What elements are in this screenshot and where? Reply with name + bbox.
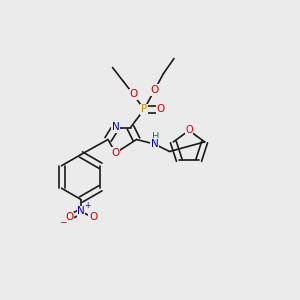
Text: N: N [151,139,158,149]
Text: O: O [65,212,73,223]
Text: O: O [150,85,159,95]
Text: O: O [156,104,165,115]
Text: H: H [152,131,160,142]
Text: O: O [111,148,120,158]
Text: +: + [84,201,90,210]
Text: N: N [77,206,85,217]
Text: O: O [89,212,97,223]
Text: O: O [185,125,193,136]
Text: O: O [129,89,138,100]
Text: P: P [141,104,147,115]
Text: −: − [59,218,67,226]
Text: N: N [112,122,119,133]
